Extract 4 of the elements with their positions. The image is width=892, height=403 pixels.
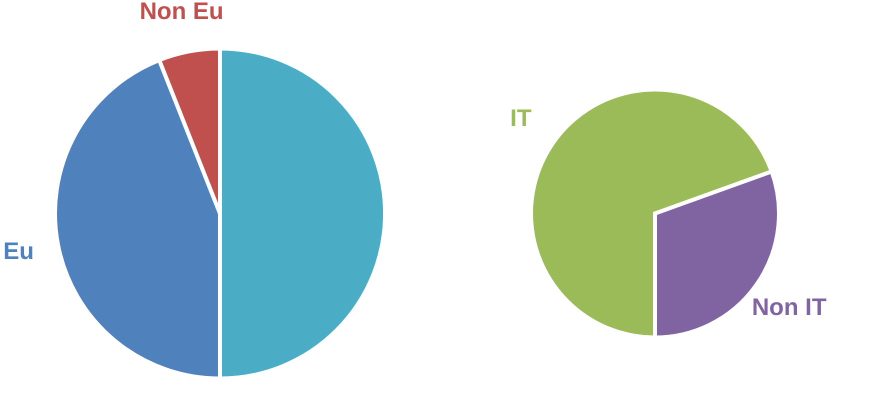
slice-label: IT bbox=[510, 105, 532, 132]
slice-label: Non IT bbox=[752, 294, 827, 321]
slice-label: Eu bbox=[3, 238, 34, 265]
slice-label: Non Eu bbox=[140, 0, 224, 26]
